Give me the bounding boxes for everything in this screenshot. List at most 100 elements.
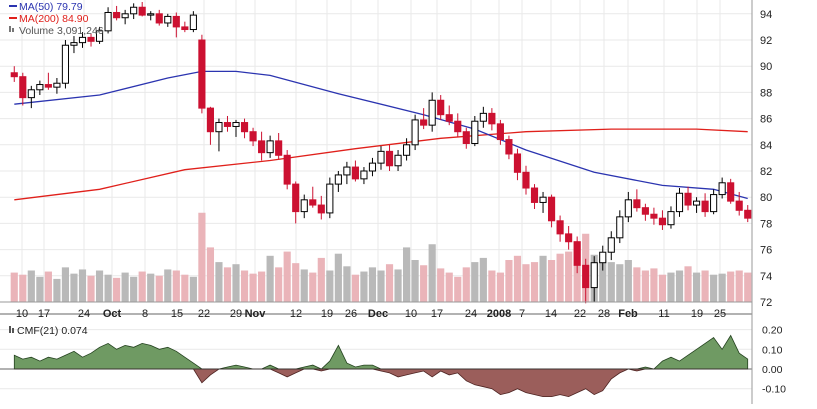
candle-body [616,216,624,239]
date-tick-label: 22 [198,308,210,320]
volume-bar [155,275,163,302]
legend-swatch [9,326,11,333]
volume-bar [87,275,95,302]
volume-bar [266,255,274,302]
volume-bar [36,276,44,302]
volume-bar [198,212,206,302]
candle-body [172,15,180,28]
candle-body [513,153,522,173]
volume-bar [223,267,232,302]
candle [70,36,78,54]
volume-bar [113,277,121,302]
volume-bar [556,253,564,302]
candle-body [565,233,573,243]
date-tick-label: 22 [574,308,586,320]
candle [351,160,359,182]
candle [735,191,743,216]
volume-bar [428,244,436,302]
candle [505,135,513,160]
ma200-line [14,128,748,201]
volume-bar [403,247,411,302]
candle [411,114,419,151]
candle-body [684,192,692,206]
volume-bar [27,270,35,302]
candle-body [104,11,112,32]
candle-body [590,262,598,289]
volume-bar [19,274,27,302]
volume-bar [360,271,368,302]
date-tick-label: Feb [618,308,638,320]
candle [616,210,624,244]
volume-bar [240,270,249,302]
volume-bar [496,272,504,302]
candle-body [445,114,453,122]
date-tick-label: 29 [230,308,242,320]
date-tick-label: Nov [245,308,267,320]
candle [454,113,462,137]
candle-body [556,220,564,235]
candle [539,191,547,213]
volume-bar [607,262,615,302]
candle [428,92,436,132]
candle [113,5,121,21]
legend-swatch [12,328,14,333]
candle [283,150,291,190]
volume-bar [616,264,624,302]
candle [104,7,112,34]
volume-bar [437,268,445,302]
candle-body [368,162,377,172]
date-tick-label: 10 [405,308,417,320]
date-tick-label: 28 [598,308,610,320]
candle [513,148,522,181]
candle [420,108,428,130]
candle-body [462,131,470,144]
candle-body [309,199,317,206]
candle [300,194,308,219]
date-tick-label: 24 [465,308,477,320]
candle [701,193,709,217]
candle-body [667,211,675,226]
candle [189,11,197,33]
candle [462,127,470,149]
price-tick-label: 86 [760,114,772,126]
candle [530,184,539,209]
volume-bar [351,274,359,302]
candle [488,108,496,131]
candle [249,127,257,147]
candle [155,9,163,26]
candle-body [19,76,27,99]
candle-body [232,122,240,127]
volume-bar [667,272,675,302]
candle [292,181,300,224]
candle-body [471,120,479,144]
volume-bar [104,274,112,302]
volume-bar [164,269,172,302]
candle-body [147,13,155,16]
date-tick-label: 10 [16,308,28,320]
volume-bar [471,262,479,302]
volume-bar [121,272,129,302]
candle-body [607,237,615,253]
candle [27,85,35,109]
candle [394,150,402,171]
volume-bar [445,272,453,302]
date-tick-label: 25 [714,308,726,320]
candle [275,133,283,160]
candle [658,210,667,230]
volume-bar [181,274,189,302]
candle-body [641,207,649,215]
volume-bar [675,270,684,302]
candle [309,186,317,208]
price-tick-label: 92 [760,35,772,47]
volume-bar [317,257,325,302]
candle-body [701,200,709,213]
volume-bar [565,251,573,302]
volume-bar [701,270,709,302]
candle [343,161,351,185]
candle-body [317,204,325,214]
candle [223,115,232,132]
candle [565,226,573,250]
candle [130,3,138,20]
